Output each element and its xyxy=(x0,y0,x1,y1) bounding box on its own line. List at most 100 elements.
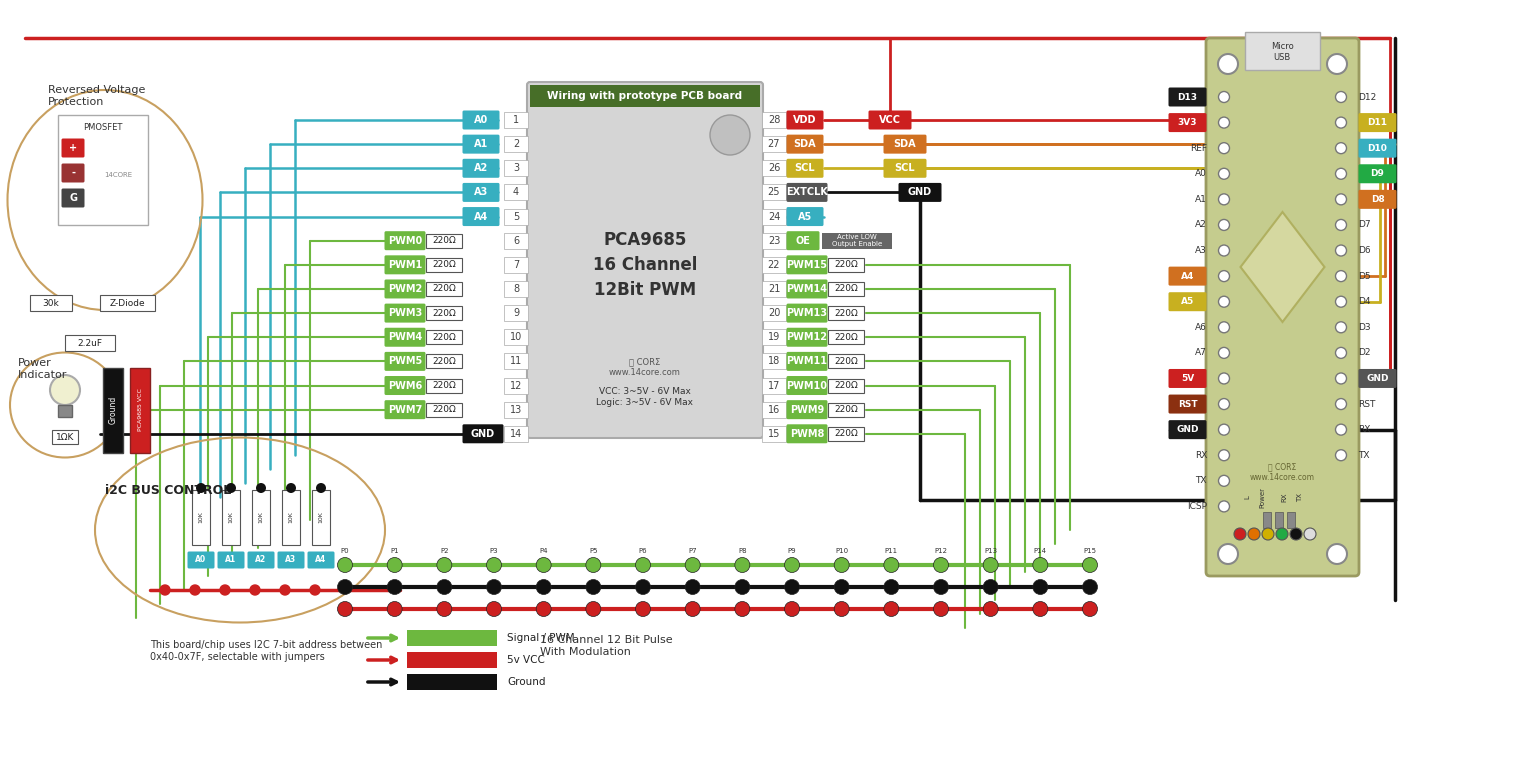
Text: TX: TX xyxy=(1195,476,1207,486)
Circle shape xyxy=(197,483,206,493)
Circle shape xyxy=(1218,169,1229,179)
Text: 220Ω: 220Ω xyxy=(834,357,859,366)
Circle shape xyxy=(436,601,452,616)
Bar xyxy=(762,160,786,176)
Text: 220Ω: 220Ω xyxy=(432,236,456,246)
Circle shape xyxy=(220,585,230,595)
Circle shape xyxy=(338,558,352,573)
Circle shape xyxy=(636,580,651,594)
Circle shape xyxy=(487,601,501,616)
Bar xyxy=(504,257,528,273)
Circle shape xyxy=(387,601,402,616)
Bar xyxy=(65,335,115,351)
Text: 4: 4 xyxy=(513,187,519,197)
Text: Power: Power xyxy=(1260,486,1266,507)
Text: PWM2: PWM2 xyxy=(389,284,422,294)
Bar xyxy=(504,281,528,297)
Bar xyxy=(407,630,498,646)
Circle shape xyxy=(1276,528,1289,540)
Bar xyxy=(828,354,863,368)
Text: Active LOW
Output Enable: Active LOW Output Enable xyxy=(833,234,882,247)
FancyBboxPatch shape xyxy=(1169,267,1206,286)
Text: GND: GND xyxy=(908,187,932,197)
Circle shape xyxy=(286,483,296,493)
Text: PCA9685
16 Channel
12Bit PWM: PCA9685 16 Channel 12Bit PWM xyxy=(593,231,697,299)
Bar xyxy=(504,160,528,176)
Text: 220Ω: 220Ω xyxy=(432,405,456,414)
FancyBboxPatch shape xyxy=(187,552,215,569)
Text: GND: GND xyxy=(472,429,495,439)
Text: L: L xyxy=(1244,495,1250,499)
Text: P10: P10 xyxy=(836,548,848,554)
FancyBboxPatch shape xyxy=(786,400,828,419)
Text: 30k: 30k xyxy=(43,298,60,308)
FancyBboxPatch shape xyxy=(278,552,304,569)
Bar xyxy=(407,652,498,668)
Circle shape xyxy=(1218,245,1229,256)
Text: 5v VCC: 5v VCC xyxy=(507,655,545,665)
Text: ICSP: ICSP xyxy=(1187,502,1207,511)
Circle shape xyxy=(257,483,266,493)
Circle shape xyxy=(1335,117,1347,128)
Text: 2.2uF: 2.2uF xyxy=(77,339,103,347)
Circle shape xyxy=(51,375,80,405)
Bar xyxy=(762,378,786,393)
Text: PWM13: PWM13 xyxy=(786,308,828,318)
FancyBboxPatch shape xyxy=(786,110,823,130)
Circle shape xyxy=(785,580,800,594)
Circle shape xyxy=(1218,544,1238,564)
Bar xyxy=(762,208,786,225)
Circle shape xyxy=(387,558,402,573)
FancyBboxPatch shape xyxy=(384,352,425,371)
Text: 16: 16 xyxy=(768,405,780,415)
Circle shape xyxy=(1335,373,1347,384)
FancyBboxPatch shape xyxy=(61,138,84,158)
Text: PWM12: PWM12 xyxy=(786,333,828,342)
Circle shape xyxy=(1335,347,1347,358)
Text: 10K: 10K xyxy=(229,511,233,523)
Text: Reversed Voltage
Protection: Reversed Voltage Protection xyxy=(48,85,146,106)
Text: 9: 9 xyxy=(513,308,519,318)
FancyBboxPatch shape xyxy=(786,207,823,226)
FancyBboxPatch shape xyxy=(384,376,425,395)
Text: P11: P11 xyxy=(885,548,899,554)
Circle shape xyxy=(685,601,700,616)
Text: +: + xyxy=(69,143,77,153)
Text: D2: D2 xyxy=(1358,348,1370,357)
FancyBboxPatch shape xyxy=(1169,113,1206,132)
Text: EXTCLK: EXTCLK xyxy=(786,187,828,197)
FancyBboxPatch shape xyxy=(883,134,926,154)
Text: RX: RX xyxy=(1358,425,1370,434)
Text: VCC: 3~5V - 6V Max
Logic: 3~5V - 6V Max: VCC: 3~5V - 6V Max Logic: 3~5V - 6V Max xyxy=(596,387,693,406)
Bar xyxy=(52,430,78,444)
Text: A1: A1 xyxy=(475,139,488,149)
Circle shape xyxy=(1218,322,1229,333)
FancyBboxPatch shape xyxy=(786,256,828,274)
Text: 3V3: 3V3 xyxy=(1178,118,1197,127)
Bar xyxy=(223,490,240,545)
FancyBboxPatch shape xyxy=(1358,190,1396,209)
Text: A4: A4 xyxy=(315,556,327,565)
Text: P13: P13 xyxy=(985,548,997,554)
Bar xyxy=(425,402,462,416)
FancyBboxPatch shape xyxy=(61,163,84,183)
Text: 220Ω: 220Ω xyxy=(834,260,859,270)
Bar xyxy=(504,329,528,345)
Bar xyxy=(822,232,892,249)
Circle shape xyxy=(834,580,849,594)
Text: GND: GND xyxy=(1366,374,1389,383)
Text: A4: A4 xyxy=(475,211,488,221)
Circle shape xyxy=(387,580,402,594)
Text: 27: 27 xyxy=(768,139,780,149)
FancyBboxPatch shape xyxy=(786,134,823,154)
Circle shape xyxy=(1218,399,1229,409)
Text: D3: D3 xyxy=(1358,322,1370,332)
FancyBboxPatch shape xyxy=(1358,138,1396,158)
Circle shape xyxy=(1218,450,1229,461)
Text: PWM10: PWM10 xyxy=(786,381,828,391)
Text: 220Ω: 220Ω xyxy=(834,308,859,318)
Circle shape xyxy=(536,601,551,616)
Text: G: G xyxy=(69,193,77,203)
Circle shape xyxy=(316,483,326,493)
Text: A3: A3 xyxy=(286,556,296,565)
